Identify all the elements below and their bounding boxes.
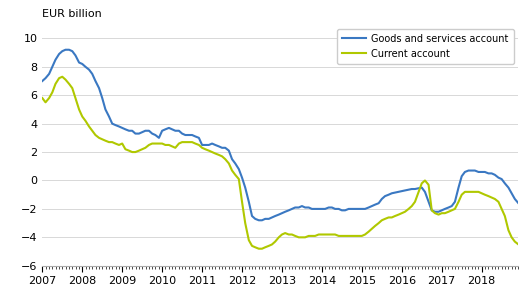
Goods and services account — [435, 210, 442, 214]
Goods and services account — [256, 218, 262, 222]
Goods and services account — [112, 123, 118, 127]
Goods and services account — [515, 201, 522, 205]
Goods and services account — [386, 193, 392, 197]
Current account — [435, 213, 442, 217]
Legend: Goods and services account, Current account: Goods and services account, Current acco… — [338, 29, 514, 64]
Line: Goods and services account: Goods and services account — [42, 50, 518, 220]
Current account — [59, 75, 66, 79]
Current account — [256, 247, 262, 251]
Current account — [112, 142, 118, 145]
Line: Current account: Current account — [42, 77, 518, 249]
Goods and services account — [39, 79, 45, 83]
Goods and services account — [62, 48, 69, 52]
Current account — [428, 208, 435, 212]
Current account — [39, 96, 45, 100]
Current account — [189, 140, 195, 144]
Current account — [386, 216, 392, 219]
Goods and services account — [76, 61, 82, 64]
Current account — [515, 243, 522, 246]
Goods and services account — [189, 133, 195, 137]
Current account — [76, 108, 82, 111]
Goods and services account — [428, 208, 435, 212]
Text: EUR billion: EUR billion — [42, 9, 102, 19]
